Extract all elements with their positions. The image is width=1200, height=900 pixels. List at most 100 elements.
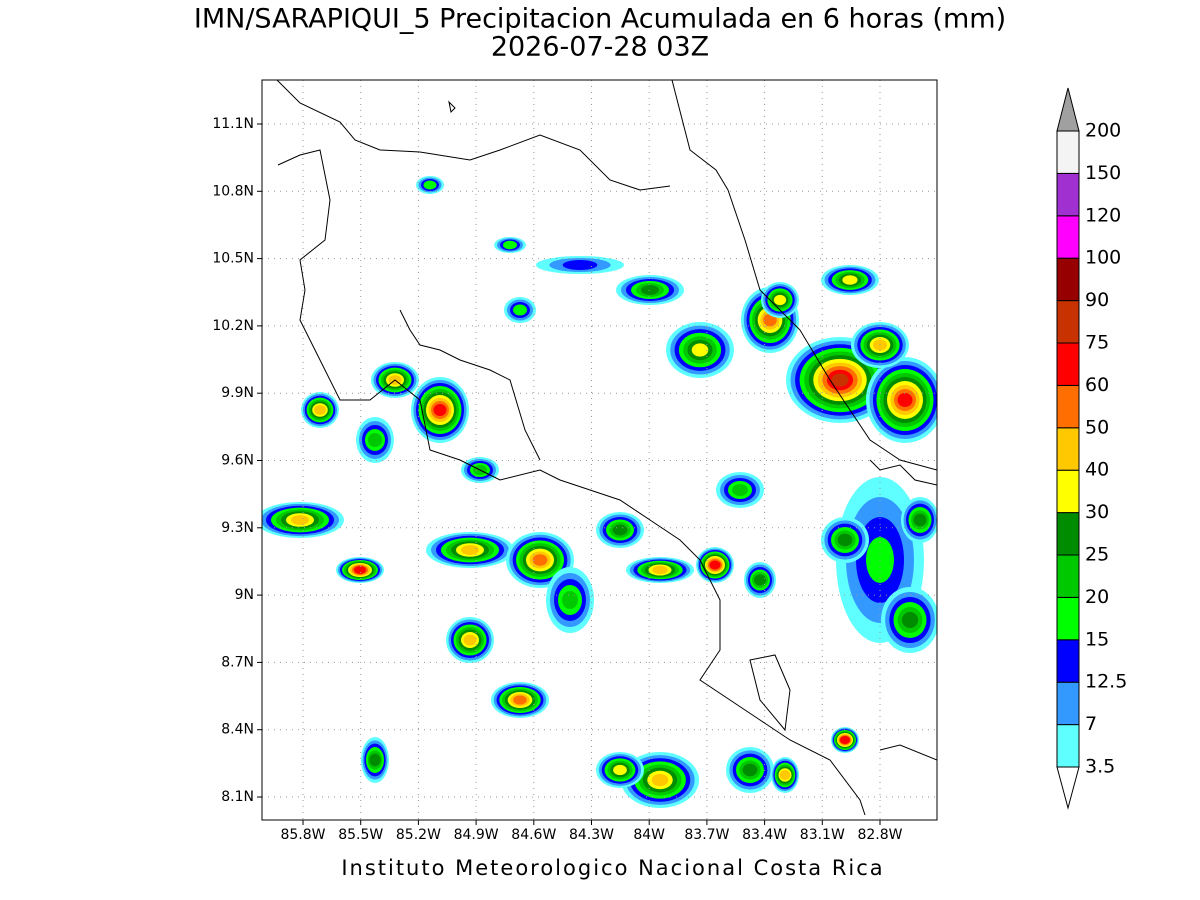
precip-contour: [779, 770, 791, 780]
coastline: [277, 149, 866, 816]
lon-label: 84.3W: [569, 827, 614, 843]
lat-label: 8.4N: [221, 722, 254, 738]
coastline: [448, 100, 456, 114]
subtitle: 2026-07-28 03Z: [491, 32, 709, 63]
lon-label: 83.1W: [800, 827, 845, 843]
precip-contour: [562, 591, 578, 609]
lat-label: 9.6N: [221, 453, 254, 469]
colorbar-label: 90: [1085, 289, 1109, 311]
colorbar-box: [1056, 130, 1080, 174]
colorbar-box: [1056, 427, 1080, 471]
precip-contour: [837, 533, 853, 547]
colorbar-label: 15: [1085, 628, 1109, 650]
colorbar: 3.5 7 12.5 15 20 25 30 40 50 60 75 90 100 120 150 200: [1056, 87, 1127, 810]
colorbar-box: [1056, 681, 1080, 726]
coastlines: [276, 80, 937, 816]
lat-label: 11.1N: [212, 116, 254, 132]
precip-contour: [840, 736, 850, 744]
colorbar-box: [1056, 512, 1080, 556]
colorbar-box: [1056, 172, 1080, 217]
footer: Instituto Meteorologico Nacional Costa R…: [341, 856, 884, 880]
precip-contour: [742, 763, 758, 777]
colorbar-label: 50: [1085, 416, 1109, 438]
precip-contour: [897, 393, 913, 407]
precip-contour: [613, 764, 627, 776]
colorbar-box: [1056, 639, 1080, 683]
colorbar-label: 7: [1085, 713, 1097, 735]
coastline: [671, 80, 937, 471]
colorbar-box: [1056, 724, 1080, 768]
colorbar-box: [1056, 342, 1080, 386]
colorbar-label: 3.5: [1085, 756, 1115, 778]
colorbar-box: [1056, 300, 1080, 344]
lon-label: 85.2W: [396, 827, 441, 843]
precip-contour: [532, 554, 548, 566]
colorbar-label: 150: [1085, 162, 1121, 184]
precip-contour: [913, 513, 927, 527]
lon-label: 82.8W: [857, 827, 902, 843]
precip-contour: [612, 524, 628, 536]
precip-contour: [773, 294, 787, 306]
precip-contour: [369, 753, 381, 767]
precip-contour: [842, 275, 858, 285]
precip-contour: [368, 433, 382, 447]
colorbar-box: [1056, 215, 1080, 259]
precip-contour: [641, 285, 659, 295]
lat-label: 9.3N: [221, 520, 254, 536]
colorbar-below: [1056, 766, 1080, 810]
precip-contour: [423, 180, 437, 190]
lon-label: 84.6W: [511, 827, 556, 843]
precip-contour: [831, 373, 849, 387]
coastline: [399, 309, 541, 461]
precip-contour: [709, 560, 721, 570]
lat-label: 9.9N: [221, 385, 254, 401]
lat-label: 8.7N: [221, 654, 254, 670]
precip-contour: [503, 240, 517, 250]
colorbar-label: 60: [1085, 374, 1109, 396]
lat-label: 10.2N: [212, 318, 254, 334]
title: IMN/SARAPIQUI_5 Precipitacion Acumulada …: [194, 4, 1006, 35]
lon-label: 84W: [633, 827, 665, 843]
precip-contour: [314, 405, 326, 415]
lat-label: 8.1N: [221, 789, 254, 805]
precip-contour: [463, 634, 477, 646]
precip-contour: [901, 612, 919, 628]
precip-contour: [691, 343, 709, 357]
colorbar-box: [1056, 469, 1080, 514]
precip-contour: [732, 484, 748, 496]
precip-field: [262, 176, 937, 808]
precip-contour: [652, 565, 668, 575]
precip-contour: [354, 566, 366, 574]
colorbar-box: [1056, 257, 1080, 302]
colorbar-label: 75: [1085, 332, 1109, 354]
lon-label: 84.9W: [454, 827, 499, 843]
precip-contour: [651, 773, 669, 787]
coastline: [749, 654, 791, 732]
coastline: [276, 80, 671, 191]
coastline: [869, 459, 937, 486]
lon-label: 83.4W: [742, 827, 787, 843]
colorbar-label: 25: [1085, 544, 1109, 566]
colorbar-box: [1056, 554, 1080, 598]
precip-contour: [291, 515, 309, 525]
coastline: [879, 744, 937, 761]
colorbar-label: 120: [1085, 204, 1121, 226]
grid: [257, 80, 937, 825]
precip-contour: [513, 695, 527, 705]
map-frame: [261, 79, 938, 821]
colorbar-box: [1056, 596, 1080, 641]
colorbar-label: 100: [1085, 247, 1121, 269]
colorbar-label: 30: [1085, 501, 1109, 523]
lat-label: 9N: [235, 587, 254, 603]
precip-contour: [461, 545, 479, 555]
lat-label: 10.8N: [212, 183, 254, 199]
colorbar-label: 12.5: [1085, 671, 1127, 693]
lon-label: 85.8W: [280, 827, 325, 843]
lat-label: 10.5N: [212, 251, 254, 267]
colorbar-label: 40: [1085, 459, 1109, 481]
precip-contour: [754, 574, 766, 586]
precip-contour: [513, 304, 527, 316]
colorbar-box: [1056, 384, 1080, 429]
